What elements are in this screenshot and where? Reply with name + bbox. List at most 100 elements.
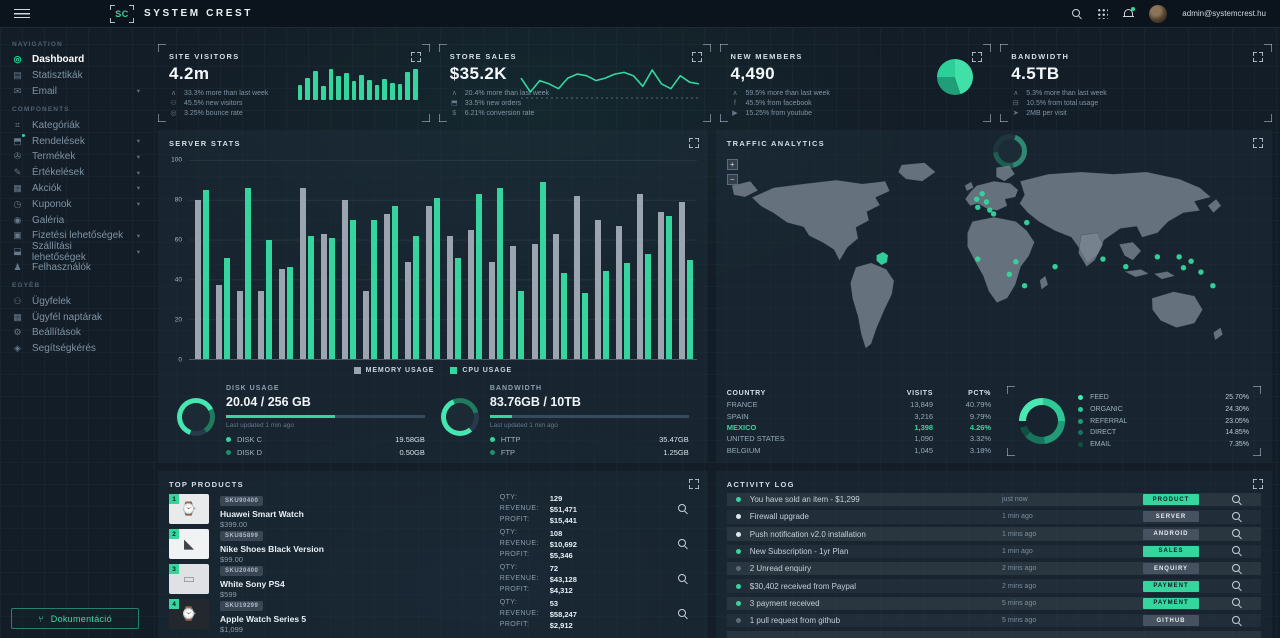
server-stats-panel: SERVER STATS 100 80 60 40 20 0 MEMORY USAGE CP… (158, 130, 708, 463)
source-label: DIRECT (1090, 429, 1117, 437)
map-zoom-in-button[interactable]: + (726, 159, 738, 170)
disk-d-name: DISK D (237, 447, 263, 457)
map-zoom-out-button[interactable]: − (726, 174, 738, 185)
magnifier-icon[interactable] (1232, 546, 1242, 556)
mini-bar (343, 72, 349, 100)
mini-bar (328, 69, 334, 100)
expand-icon[interactable] (1253, 479, 1263, 489)
disk-d-dot (226, 449, 231, 455)
cursor-icon: ➤ (1012, 110, 1019, 117)
sidebar-item-rendelesek[interactable]: ⬒ Rendelések ▾ (0, 133, 150, 149)
user-email[interactable]: admin@systemcrest.hu (1182, 9, 1266, 18)
sidebar-item-statisztikak[interactable]: ▤ Statisztikák (0, 68, 150, 84)
expand-icon[interactable] (691, 52, 702, 62)
activity-time: 1 min ago (1002, 547, 1033, 555)
country-visits-table: COUNTRY VISITS PCT% FRANCE 13,849 40.79% SPAIN… (727, 386, 991, 456)
hamburger-menu-icon[interactable] (14, 9, 30, 18)
user-avatar[interactable] (1149, 4, 1168, 23)
metric-label: PROFIT: (499, 620, 530, 628)
sidebar-item-ertekelesek[interactable]: ✎ Értékelések ▾ (0, 165, 150, 181)
sidebar-item-galeria[interactable]: ◉ Galéria (0, 212, 150, 228)
cpu-usage-bar (602, 271, 609, 359)
magnifier-icon[interactable] (677, 574, 688, 584)
activity-badge-col: PAYMENT (1120, 597, 1222, 609)
metric-label: PROFIT: (499, 585, 530, 593)
expand-icon[interactable] (688, 138, 699, 148)
magnifier-icon[interactable] (1232, 494, 1242, 505)
disk-usage-value: 20.04 / 256 GB (226, 395, 311, 409)
metric-value: $10,692 (549, 539, 577, 549)
sidebar-item-segitsegkeres[interactable]: ◈ Segítségkérés (0, 341, 150, 357)
sidebar-item-termekek[interactable]: ✇ Termékek ▾ (0, 149, 150, 165)
product-info: SKU20400 White Sony PS4 $599 (220, 559, 378, 599)
magnifier-icon[interactable] (1232, 598, 1242, 608)
chevron-down-icon: ▾ (136, 169, 140, 177)
product-info: SKU19299 Apple Watch Series 5 $1,099 (220, 594, 378, 634)
calendar-icon: ▦ (13, 311, 22, 322)
world-map[interactable] (722, 154, 1266, 388)
brand-logo[interactable]: SC (110, 4, 134, 23)
magnifier-icon[interactable] (1232, 581, 1242, 591)
legend-label: MEMORY USAGE (365, 367, 435, 374)
expand-icon[interactable] (410, 52, 421, 62)
apps-grid-icon[interactable] (1097, 8, 1109, 19)
activity-actions (1222, 529, 1252, 539)
map-highlighted-country (876, 251, 888, 266)
memory-usage-bar (657, 211, 664, 359)
map-dot (1176, 254, 1182, 260)
sidebar-item-label: Kategóriák (32, 119, 80, 131)
activity-log-row: 1 pull request from github 5 mins ago GITH… (726, 613, 1261, 628)
mini-bar (359, 74, 364, 100)
table-header-row: COUNTRY VISITS PCT% (727, 388, 991, 399)
search-icon[interactable] (1072, 8, 1082, 19)
bar-pair (531, 160, 546, 359)
sidebar-item-ugyfelek[interactable]: ⚇ Ügyfelek (0, 293, 150, 309)
sidebar-item-szallitasi-lehetosegek[interactable]: ⬓ Szállítási lehetőségek ▾ (0, 241, 150, 263)
magnifier-icon[interactable] (677, 539, 688, 549)
country-name: MEXICO (726, 423, 757, 433)
magnifier-icon[interactable] (1232, 511, 1242, 522)
sidebar-item-email[interactable]: ✉ Email ▾ (0, 84, 150, 100)
bounce-icon: ◎ (170, 110, 177, 117)
expand-icon[interactable] (688, 479, 699, 489)
memory-usage-bar (258, 291, 265, 359)
notifications-bell-icon[interactable] (1123, 7, 1136, 19)
orders-icon: ⬒ (12, 133, 25, 147)
notification-dot (1131, 7, 1136, 11)
sidebar-item-akciok[interactable]: ▦ Akciók ▾ (0, 181, 150, 197)
memory-usage-bar (342, 199, 349, 359)
map-dot (1188, 258, 1194, 264)
magnifier-icon[interactable] (677, 504, 688, 514)
cpu-usage-bar (665, 215, 672, 359)
metric-value: 72 (549, 563, 559, 573)
stat-line: ∧ 33.3% more than last week (169, 88, 419, 98)
chevron-down-icon: ▾ (136, 232, 140, 240)
magnifier-icon[interactable] (1232, 563, 1242, 574)
legend-swatch (450, 367, 458, 374)
activity-text: You have sold an item - $1,299 (749, 495, 860, 505)
sidebar-item-beallitasok[interactable]: ⚙ Beállítások (0, 325, 150, 341)
activity-text: 2 Unread enquiry (749, 564, 812, 574)
status-dot (735, 531, 741, 537)
cpu-usage-bar (686, 259, 693, 359)
sidebar-item-kuponok[interactable]: ◷ Kuponok ▾ (0, 196, 150, 212)
sidebar-item-kategoriak[interactable]: ⌗ Kategóriák (0, 117, 150, 133)
expand-icon[interactable] (972, 52, 983, 62)
activity-badge: SALES (1143, 545, 1199, 557)
activity-actions (1222, 494, 1252, 505)
sidebar-item-ugyfel-naptarak[interactable]: ▦ Ügyfél naptárak (0, 309, 150, 325)
cpu-usage-bar (518, 291, 525, 359)
sidebar-item-fizetesi-lehetosegek[interactable]: ▣ Fizetési lehetőségek ▾ (0, 228, 150, 244)
expand-icon[interactable] (1253, 138, 1263, 148)
magnifier-icon[interactable] (1232, 615, 1242, 626)
chevron-down-icon: ▾ (136, 153, 140, 161)
documentation-button[interactable]: ⑂ Dokumentáció (11, 608, 139, 629)
sidebar-item-dashboard[interactable]: ◎ Dashboard (0, 52, 150, 68)
magnifier-icon[interactable] (677, 609, 688, 619)
sidebar-item-label: Ügyfél naptárak (32, 311, 103, 323)
magnifier-icon[interactable] (1232, 529, 1242, 539)
country-pct: 3.18% (969, 445, 992, 455)
expand-icon[interactable] (1253, 52, 1263, 62)
sidebar-item-felhasznalok[interactable]: ♟ Felhasználók (0, 260, 150, 276)
stat-line-text: 20.4% more than last week (464, 89, 550, 97)
